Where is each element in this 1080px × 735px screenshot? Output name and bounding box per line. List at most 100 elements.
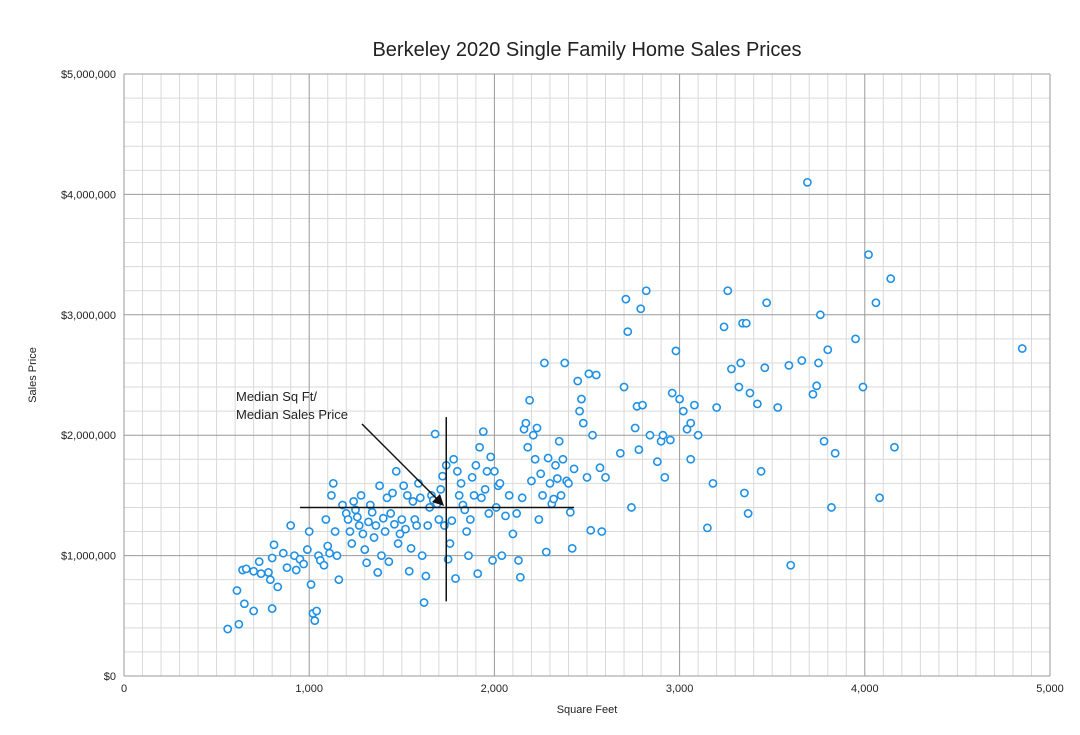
data-point <box>554 436 564 446</box>
data-point <box>621 294 631 304</box>
x-tick-label: 5,000 <box>1036 683 1064 695</box>
y-tick-label: $2,000,000 <box>61 430 116 442</box>
data-point <box>478 427 488 436</box>
data-point <box>682 424 692 434</box>
data-point <box>525 395 534 405</box>
data-point <box>675 394 684 404</box>
data-point <box>484 509 494 518</box>
data-point <box>630 423 640 433</box>
data-point <box>802 177 812 187</box>
data-point <box>389 519 399 529</box>
data-point <box>364 517 373 527</box>
x-tick-label: 3,000 <box>666 683 694 695</box>
data-point <box>269 540 279 550</box>
data-point <box>558 454 568 464</box>
data-point <box>480 484 490 494</box>
data-point <box>760 363 770 373</box>
data-point <box>886 274 896 284</box>
data-point <box>347 539 357 548</box>
data-point <box>362 558 372 568</box>
data-point <box>530 454 540 464</box>
data-point <box>488 556 497 565</box>
data-point <box>665 435 675 445</box>
chart-title: Berkeley 2020 Single Family Home Sales P… <box>372 39 801 61</box>
data-point <box>560 358 570 368</box>
data-point <box>634 445 644 455</box>
data-point <box>395 529 405 539</box>
data-point <box>465 515 475 524</box>
data-point <box>256 569 266 579</box>
data-point <box>830 448 840 458</box>
data-point <box>786 560 796 570</box>
data-point <box>249 566 259 576</box>
data-point <box>393 539 403 548</box>
data-point <box>538 490 547 500</box>
data-point <box>671 346 681 356</box>
data-point <box>660 472 670 482</box>
data-point <box>360 545 370 554</box>
data-point <box>239 599 249 609</box>
data-point <box>601 472 610 482</box>
annotation-line-2: Median Sales Price <box>236 407 348 422</box>
data-point <box>756 466 766 476</box>
data-point <box>712 403 722 412</box>
data-point <box>827 503 836 512</box>
data-point <box>575 406 584 416</box>
data-point <box>515 572 525 582</box>
x-tick-label: 1,000 <box>295 683 323 695</box>
data-point <box>719 322 729 332</box>
data-point <box>367 507 377 517</box>
data-point <box>299 559 309 569</box>
data-point <box>310 616 320 626</box>
data-point <box>369 533 379 542</box>
data-point <box>573 376 583 386</box>
tick-labels: 0 1,000 2,000 3,000 4,000 5,000 $0 $1,000,000 $2… <box>61 69 1064 695</box>
data-point <box>693 430 703 440</box>
data-point <box>641 286 651 296</box>
data-point <box>241 564 251 574</box>
data-point <box>352 512 362 522</box>
data-point <box>302 545 312 554</box>
data-point <box>412 521 422 530</box>
data-point <box>406 543 416 553</box>
data-point <box>652 457 662 467</box>
data-point <box>645 430 655 440</box>
data-point <box>545 478 555 488</box>
data-point <box>543 453 553 463</box>
data-point <box>823 345 833 355</box>
data-point <box>597 527 607 536</box>
data-point <box>434 515 444 524</box>
data-point <box>819 436 829 446</box>
data-point <box>371 521 381 530</box>
data-point <box>586 525 596 535</box>
y-tick-label: $0 <box>104 671 116 683</box>
data-point <box>451 574 460 583</box>
data-point <box>551 460 560 470</box>
data-point <box>408 497 418 506</box>
data-point <box>814 358 823 368</box>
data-point <box>234 619 244 629</box>
annotation-arrow-head <box>432 494 444 506</box>
data-point <box>378 513 388 523</box>
data-point <box>588 430 597 440</box>
data-point <box>375 481 384 491</box>
data-point <box>454 490 464 500</box>
data-point <box>723 286 733 296</box>
data-point <box>591 370 601 380</box>
data-point <box>497 551 507 560</box>
data-point <box>540 358 549 368</box>
data-point <box>534 515 544 524</box>
data-point <box>812 381 822 391</box>
data-point <box>249 606 259 616</box>
data-point <box>273 582 283 592</box>
data-point <box>419 598 429 607</box>
data-point <box>264 568 273 577</box>
y-tick-label: $4,000,000 <box>61 189 116 201</box>
data-point <box>423 521 433 530</box>
data-point <box>469 490 479 500</box>
data-point <box>345 527 355 536</box>
data-point <box>286 521 296 530</box>
data-point <box>890 442 899 452</box>
data-point <box>808 389 818 399</box>
